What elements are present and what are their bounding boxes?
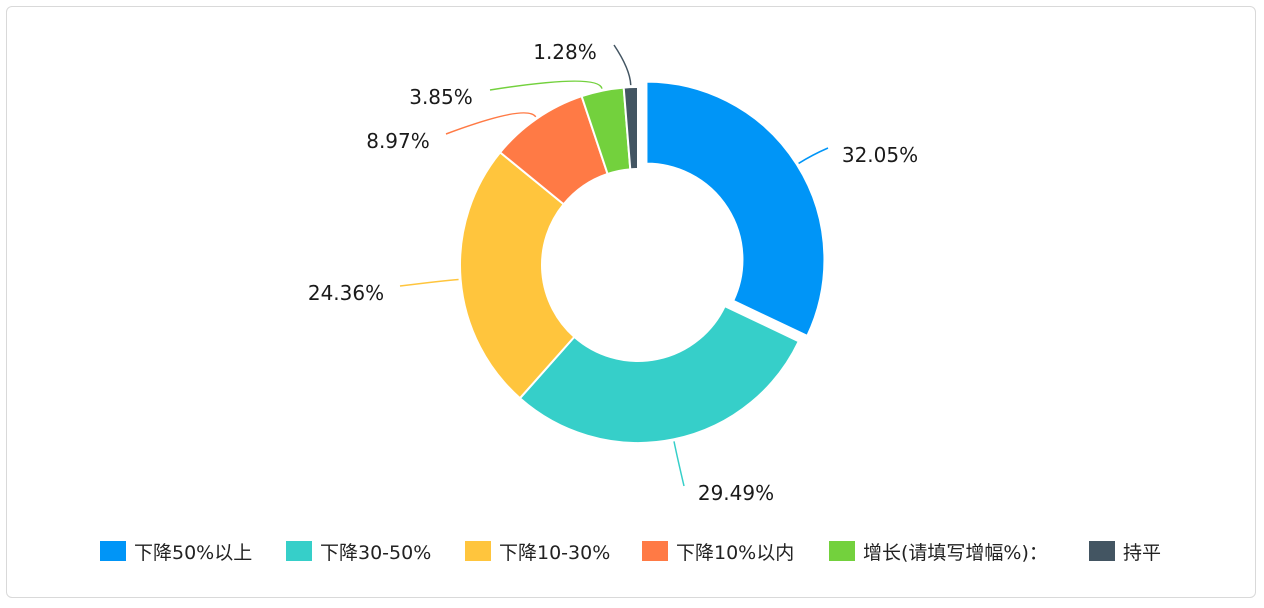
data-label-2: 24.36% xyxy=(308,281,384,305)
donut-chart: 32.05% 29.49% 24.36% 8.97% 3.85% 1.28% xyxy=(308,40,918,505)
leader-line-4 xyxy=(489,80,603,91)
slice-5[interactable] xyxy=(622,85,639,171)
legend-label-3: 下降10%以内 xyxy=(676,541,795,564)
legend-swatch-4 xyxy=(829,541,855,561)
slice-1[interactable] xyxy=(518,304,801,444)
data-label-0: 32.05% xyxy=(842,143,918,167)
data-label-4: 3.85% xyxy=(409,85,473,109)
data-label-3: 8.97% xyxy=(366,129,430,153)
legend-label-0: 下降50%以上 xyxy=(134,541,253,564)
legend-swatch-3 xyxy=(642,541,668,561)
legend-label-5: 持平 xyxy=(1123,541,1162,564)
legend-swatch-1 xyxy=(286,541,312,561)
legend-item-5[interactable]: 持平 xyxy=(1089,536,1161,566)
leader-line-0 xyxy=(798,147,829,165)
legend: 下降50%以上 下降30-50% 下降10-30% 下降10%以内 增长(请填写… xyxy=(0,536,1264,566)
legend-swatch-0 xyxy=(100,541,126,561)
legend-item-2[interactable]: 下降10-30% xyxy=(465,536,610,566)
data-label-1: 29.49% xyxy=(698,481,774,505)
slice-0[interactable] xyxy=(645,80,826,338)
legend-swatch-2 xyxy=(465,541,491,561)
legend-label-2: 下降10-30% xyxy=(499,541,611,564)
legend-item-4[interactable]: 增长(请填写增幅%)： xyxy=(829,536,1048,566)
legend-item-0[interactable]: 下降50%以上 xyxy=(100,536,252,566)
leader-line-5 xyxy=(613,44,632,86)
legend-label-4: 增长(请填写增幅%)： xyxy=(863,541,1048,564)
leader-line-2 xyxy=(399,278,459,287)
legend-item-3[interactable]: 下降10%以内 xyxy=(642,536,794,566)
leader-line-3 xyxy=(445,112,537,135)
legend-label-1: 下降30-50% xyxy=(320,541,432,564)
legend-item-1[interactable]: 下降30-50% xyxy=(286,536,431,566)
slice-2[interactable] xyxy=(459,150,576,400)
leader-line-1 xyxy=(673,441,685,487)
legend-swatch-5 xyxy=(1089,541,1115,561)
data-label-5: 1.28% xyxy=(533,40,597,64)
